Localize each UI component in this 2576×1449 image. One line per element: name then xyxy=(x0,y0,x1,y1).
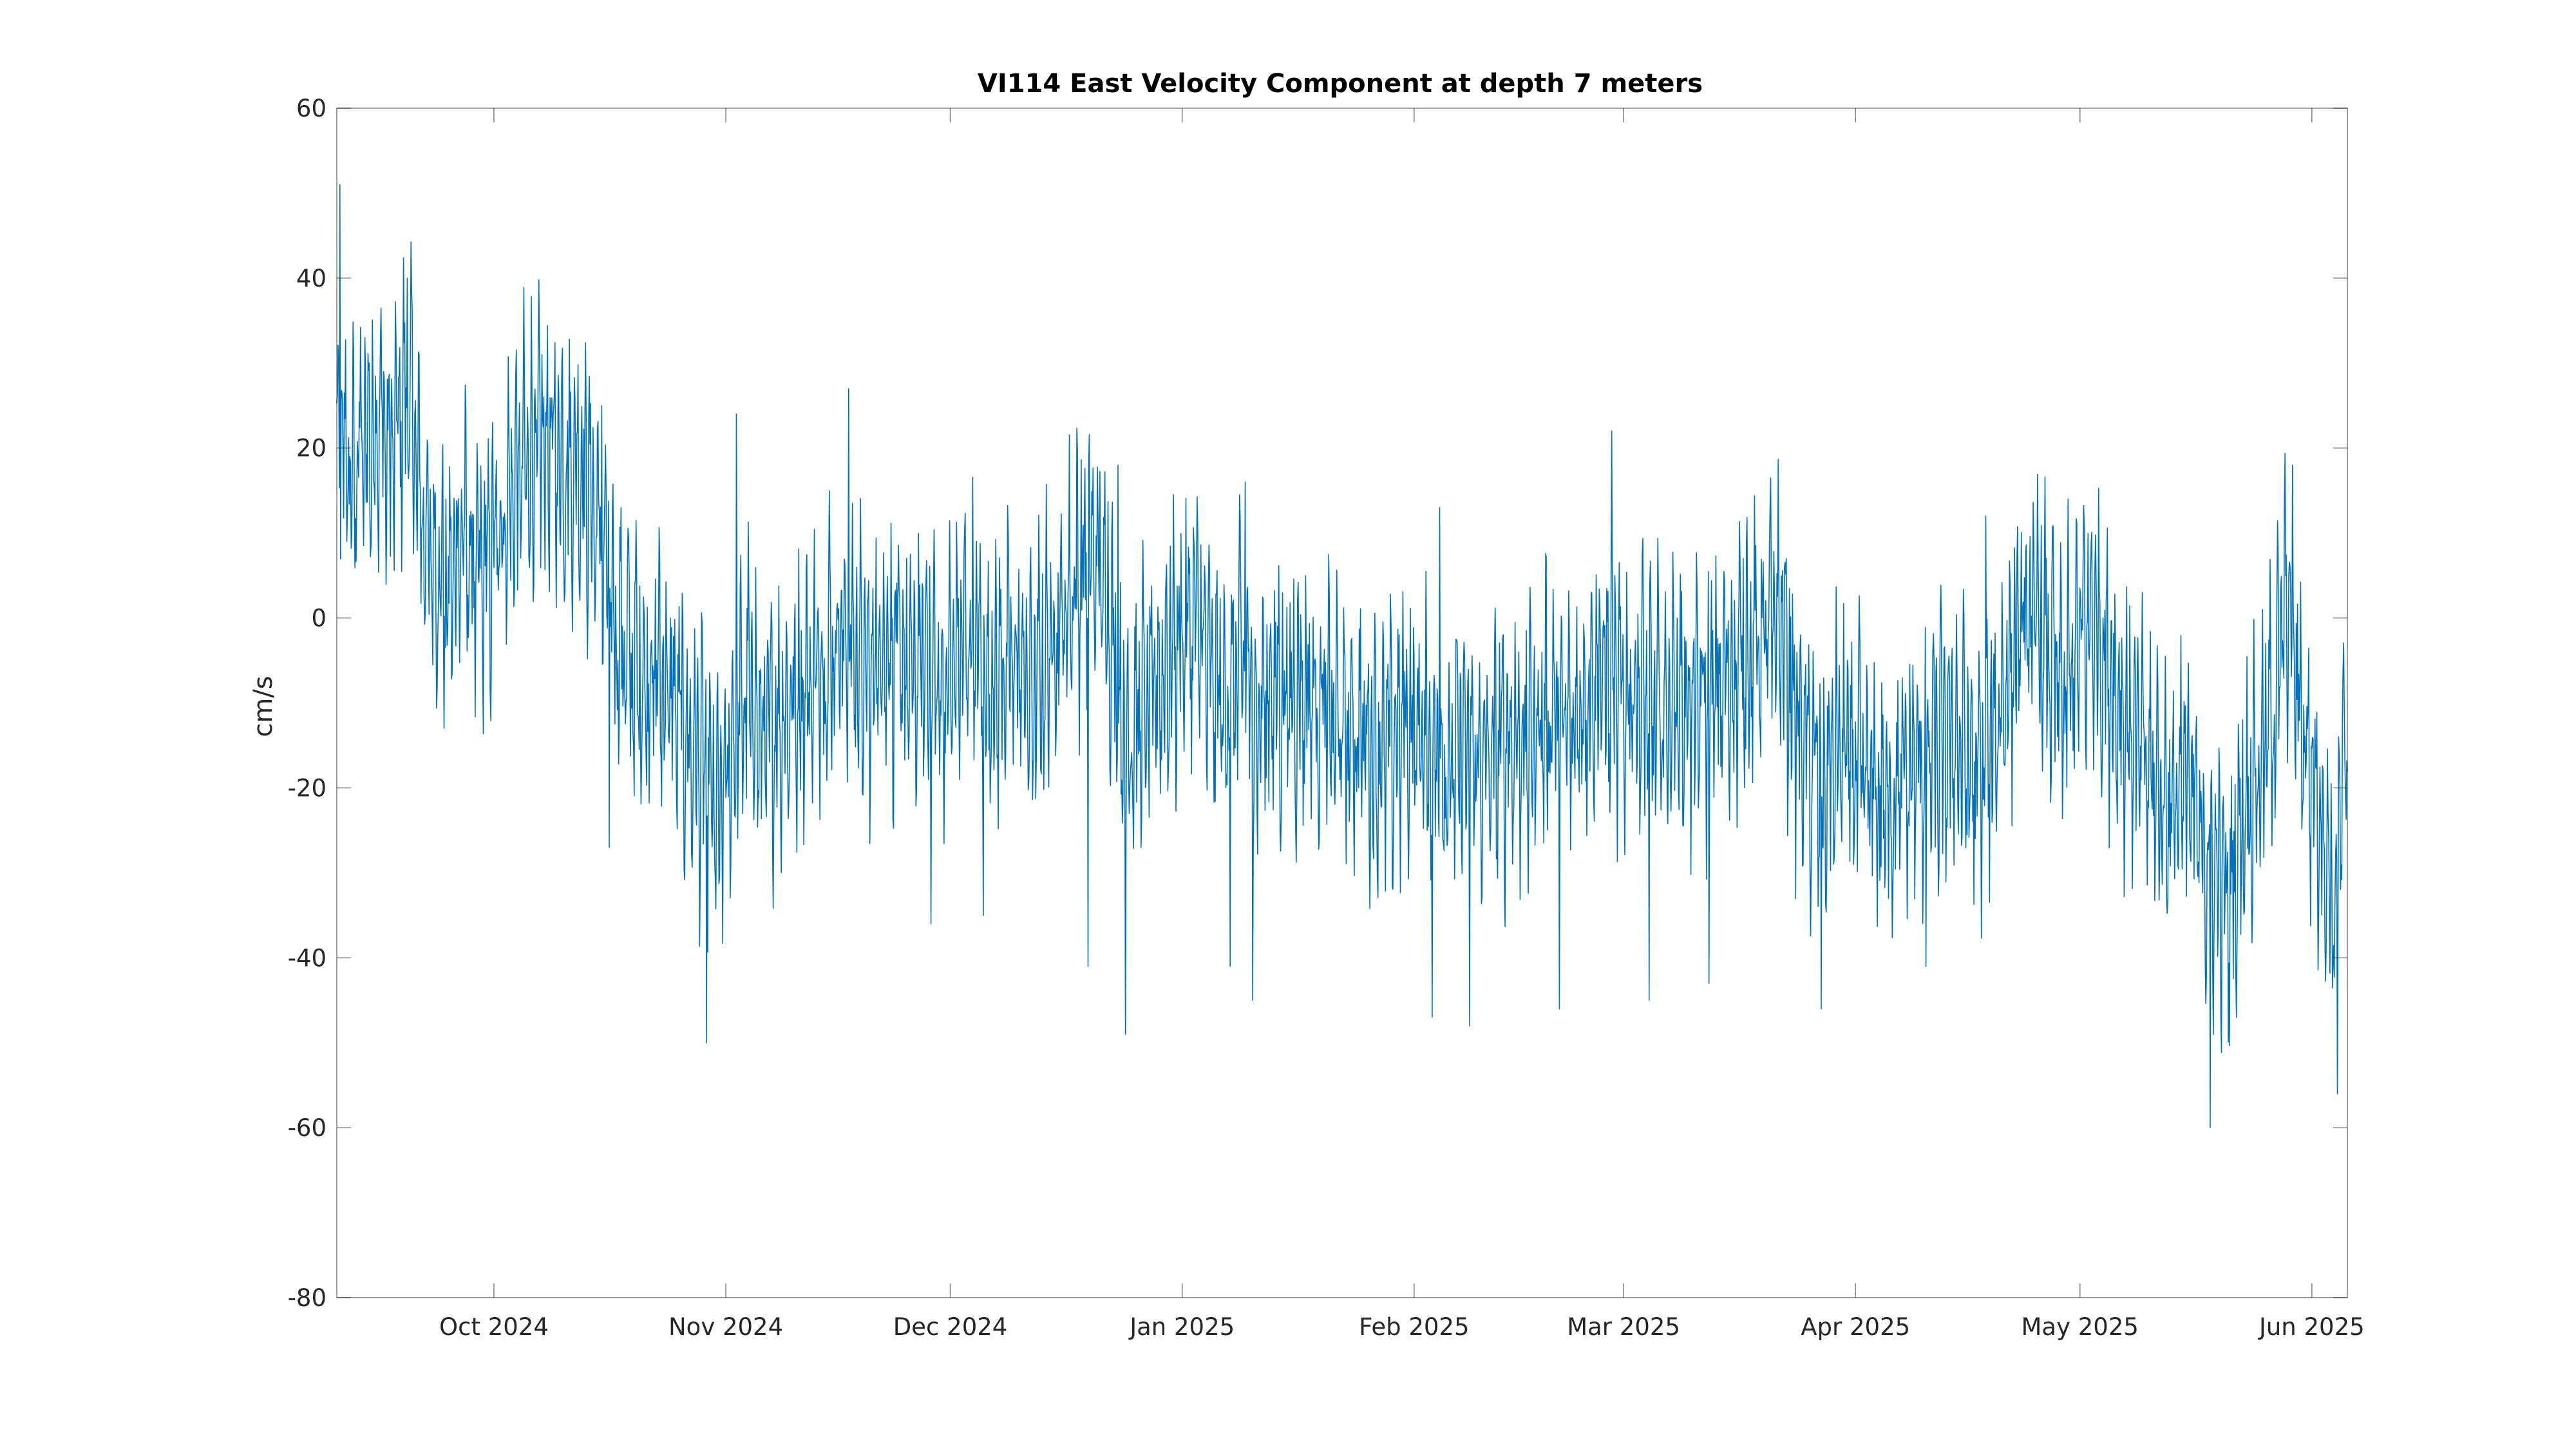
axes-ticks: 60 40 20 0 -20 -40 -60 -80 Oct 2024 Nov 2024 Dec 2… xyxy=(288,95,2365,1341)
x-tick-label: Nov 2024 xyxy=(668,1313,783,1341)
y-tick-label: 20 xyxy=(296,435,327,462)
plot-area xyxy=(336,184,2348,1128)
axes-box xyxy=(336,108,2348,1298)
y-tick-label: 40 xyxy=(296,265,327,292)
y-tick-label: -40 xyxy=(288,944,327,972)
x-tick-label: Jan 2025 xyxy=(1128,1313,1235,1341)
x-tick-label: Mar 2025 xyxy=(1567,1313,1680,1341)
y-axis-label: cm/s xyxy=(249,676,278,737)
x-tick-label: Apr 2025 xyxy=(1801,1313,1910,1341)
x-tick-label: Oct 2024 xyxy=(439,1313,549,1341)
y-tick-label: -20 xyxy=(288,774,327,802)
x-tick-label: May 2025 xyxy=(2021,1313,2138,1341)
chart-title: VI114 East Velocity Component at depth 7… xyxy=(978,69,1703,99)
series-line xyxy=(336,184,2348,1128)
y-tick-label: 60 xyxy=(296,95,327,122)
y-tick-label: 0 xyxy=(311,605,327,632)
y-tick-label: -80 xyxy=(288,1284,327,1312)
y-tick-label: -60 xyxy=(288,1114,327,1142)
x-tick-label: Jun 2025 xyxy=(2258,1313,2365,1341)
x-tick-label: Dec 2024 xyxy=(893,1313,1008,1341)
x-tick-label: Feb 2025 xyxy=(1359,1313,1469,1341)
